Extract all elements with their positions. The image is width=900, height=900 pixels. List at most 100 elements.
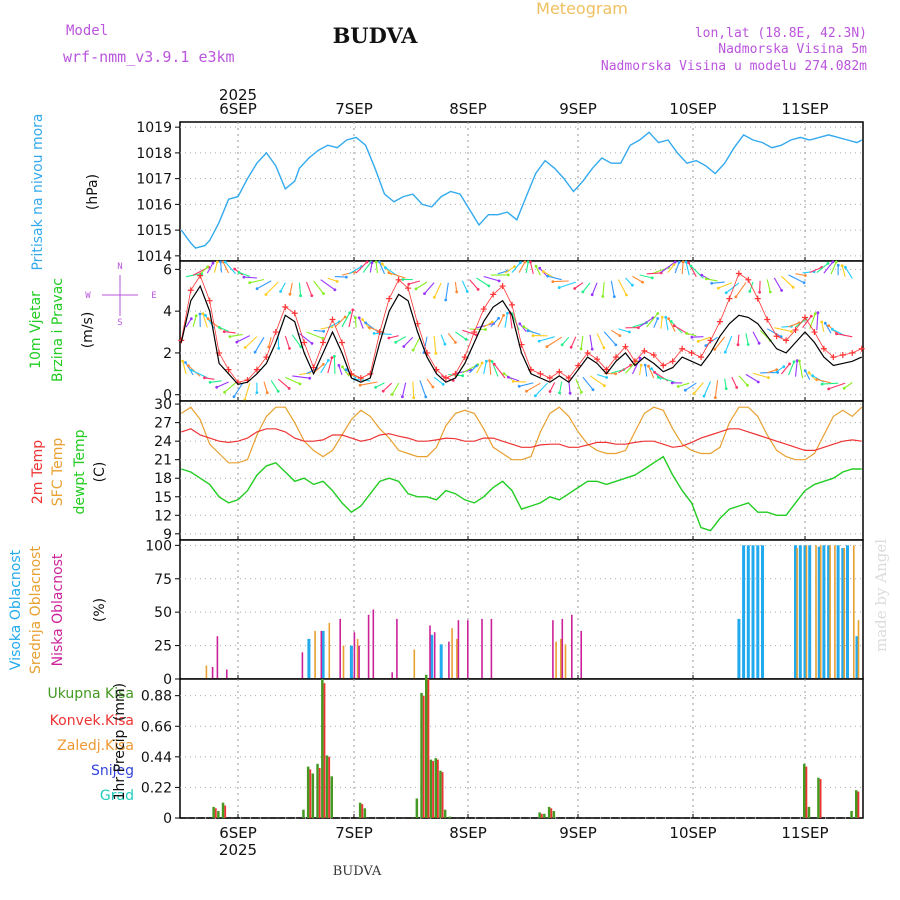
wind-arrow-head (779, 335, 783, 338)
wind-direction-arrow (724, 335, 733, 353)
wind-arrow-head (337, 364, 341, 367)
wind-arrow-head (333, 288, 337, 292)
precip-conv-bar (224, 805, 227, 818)
wind-arrow-head (511, 380, 515, 383)
cloud-bar (396, 618, 398, 679)
wind-direction-arrow (483, 361, 487, 375)
wind-direction-arrow (653, 318, 659, 328)
compass-north: N (117, 262, 122, 272)
cloud-bar (353, 632, 356, 679)
wind-arrow-head (802, 281, 806, 285)
wind-direction-arrow (440, 334, 446, 345)
wind-direction-arrow (508, 376, 520, 382)
wind-arrow-head (431, 385, 435, 389)
precip-total-bar (443, 809, 447, 818)
compass-south: S (117, 318, 122, 328)
wind-arrow-head (206, 265, 209, 269)
wind-direction-arrow (625, 277, 633, 286)
precip-total-bar (425, 674, 428, 818)
wind-arrow-head (603, 384, 606, 388)
wind-arrow-head (365, 260, 369, 264)
wind-arrow-head (333, 354, 336, 358)
precip-legend-conv: Konvek.Kisa (50, 713, 134, 729)
wind-direction-arrow (617, 279, 627, 296)
cloud-bar (467, 620, 469, 679)
wind-direction-arrow (289, 282, 293, 295)
wind-arrow-head (348, 311, 352, 315)
wind-direction-arrow (766, 328, 782, 338)
wind-arrow-head (354, 316, 357, 319)
wind-direction-arrow (348, 309, 354, 328)
wind-direction-arrow (358, 317, 364, 329)
wind-direction-arrow (454, 281, 458, 292)
wind-arrow-head (380, 262, 384, 266)
wind-direction-arrow (632, 275, 643, 283)
top-day-label: 7SEP (335, 100, 373, 118)
temperature-panel: 9 12 15 18 21 24 27 30 (154, 397, 864, 543)
wind-arrow-head (308, 376, 312, 380)
wind-arrow-head (233, 267, 237, 271)
precip-total-bar (330, 776, 333, 818)
wind-direction-arrow (582, 282, 591, 293)
cloud-bar (490, 618, 493, 679)
wind-arrow-head (757, 341, 761, 345)
wind-arrow-head (394, 340, 398, 344)
precip-total-bar (439, 770, 442, 818)
wind-direction-arrow (305, 281, 313, 296)
wind-direction-arrow (233, 382, 244, 397)
precip-total-bar (543, 813, 546, 818)
wind-direction-arrow (483, 321, 493, 328)
wind-direction-arrow (589, 375, 605, 387)
cloud-bar (751, 545, 755, 679)
wind-arrow-head (310, 342, 314, 345)
cloud-bar (433, 632, 436, 679)
wind-direction-arrow (711, 281, 725, 284)
cloud-low-ylabel: Niska Oblacnost (50, 553, 66, 666)
wind-direction-arrow (244, 382, 251, 401)
wind-arrow-head (653, 370, 656, 374)
wind-arrow-head (612, 295, 616, 298)
cloud-bar (571, 614, 573, 679)
wind-direction-arrow (788, 322, 800, 328)
wind-direction-arrow (334, 276, 347, 278)
precip-conv-bar (805, 766, 808, 818)
wind-arrow-head (569, 345, 573, 349)
wind-direction-arrow (229, 333, 243, 338)
wind-direction-arrow (243, 276, 257, 279)
wind-direction-arrow (338, 365, 343, 376)
pressure-panel: 1014 1015 1016 1017 1018 1019 (136, 120, 864, 265)
precip-total-bar (807, 806, 811, 818)
wind-arrow-head (827, 387, 831, 391)
wind-arrow-head (601, 295, 605, 298)
wind-arrow-head (488, 359, 491, 362)
wind-arrow-head (423, 292, 426, 295)
wind-direction-arrow (674, 262, 680, 274)
wind-arrow-head (374, 386, 377, 389)
wind-direction-arrow (767, 369, 777, 374)
bottom-day-label: 9SEP (559, 824, 597, 842)
wind-ylabel: 10m Vjetar (28, 291, 44, 369)
wind-arrow-head (322, 292, 325, 295)
wind-direction-arrow (277, 336, 280, 349)
wind-direction-arrow (580, 335, 584, 349)
wind-arrow-head (560, 343, 564, 347)
cloud-unit: (%) (92, 598, 108, 622)
precip-conv-bar (441, 772, 444, 818)
wind-arrow-head (798, 359, 801, 363)
precip-total-bar (363, 808, 367, 818)
wind-direction-arrow (685, 261, 690, 276)
wind-arrow-head (198, 312, 202, 316)
wind-direction-arrow (354, 378, 371, 382)
wind-arrow-head (820, 320, 824, 324)
wind-arrow-head (381, 389, 385, 393)
wind-direction-arrow (525, 261, 529, 274)
wind-arrow-head (826, 262, 830, 265)
wind-direction-arrow (445, 282, 449, 301)
cloud-bar (846, 545, 849, 679)
wind-arrow-head (638, 356, 642, 360)
wind-arrow-head (361, 318, 364, 321)
wind-arrow-head (464, 337, 468, 341)
wind-direction-arrow (809, 266, 822, 274)
wind-arrow-head (791, 285, 795, 289)
temp-unit: (C) (92, 462, 108, 483)
